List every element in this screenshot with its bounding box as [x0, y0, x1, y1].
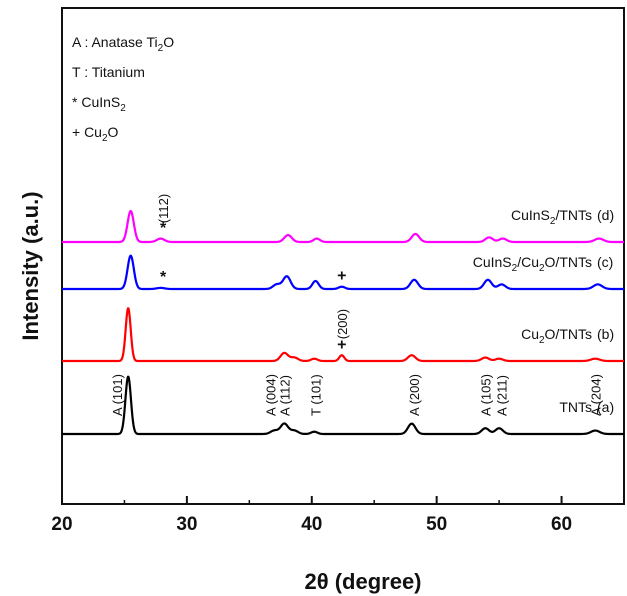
series-tag-c: (c) — [597, 254, 613, 270]
marker-symbol: * — [160, 269, 167, 286]
series-line-a — [61, 375, 625, 436]
y-axis-title: Intensity (a.u.) — [18, 191, 43, 340]
peak-label: A (211) — [495, 375, 510, 416]
series-line-b — [61, 307, 625, 363]
marker-label: (200) — [335, 309, 350, 339]
x-tick-label: 30 — [176, 514, 197, 535]
peak-label: A (101) — [110, 374, 125, 416]
peak-label: A (204) — [588, 374, 603, 416]
series-label-d: CuInS2/TNTs — [511, 207, 592, 227]
x-tick-label: 20 — [51, 514, 72, 535]
legend-entry: T : Titanium — [72, 64, 145, 80]
marker-label: (112) — [156, 194, 171, 223]
marker-symbol: + — [337, 268, 346, 285]
plot-frame — [61, 7, 625, 505]
series-tag-b: (b) — [597, 326, 614, 342]
series-tag-a: (a) — [597, 399, 614, 415]
series-tag-d: (d) — [597, 207, 614, 223]
series-label-c: CuInS2/Cu2O/TNTs — [473, 254, 592, 274]
marker-symbol: + — [337, 336, 346, 353]
series-label-a: TNTs — [559, 399, 592, 415]
legend-entry: + Cu2O — [72, 124, 119, 144]
x-tick-label: 40 — [301, 514, 322, 535]
peak-label: A (004) — [264, 374, 279, 416]
x-tick-label: 60 — [551, 514, 572, 535]
legend-entry: A : Anatase Ti2O — [72, 34, 174, 54]
peak-label: A (112) — [277, 375, 292, 416]
x-tick-label: 50 — [426, 514, 447, 535]
x-axis-title: 2θ (degree) — [304, 569, 421, 594]
series-line-d — [61, 209, 625, 244]
legend-entry: * CuInS2 — [72, 94, 126, 114]
peak-label: T (101) — [309, 374, 324, 416]
series-line-c — [61, 254, 625, 291]
marker-symbol: * — [160, 220, 167, 237]
peak-label: A (105) — [478, 374, 493, 416]
series-label-b: Cu2O/TNTs — [521, 326, 592, 346]
peak-label: A (200) — [407, 374, 422, 416]
